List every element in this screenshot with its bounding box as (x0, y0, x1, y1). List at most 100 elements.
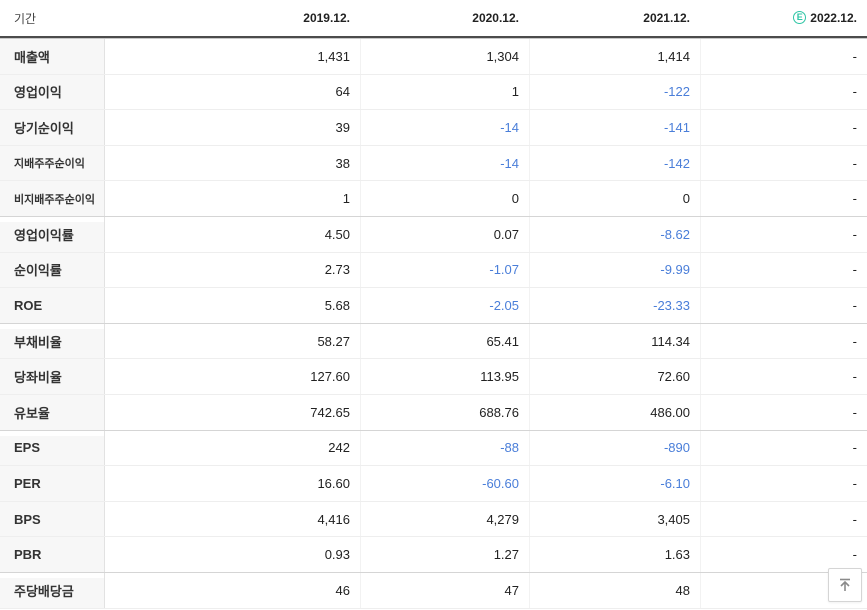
metric-label: 순이익률 (0, 252, 105, 288)
value-cell: 242 (328, 440, 350, 456)
metric-label: 유보율 (0, 394, 105, 430)
value-cell: -14 (360, 145, 529, 181)
value-cell: 0 (529, 181, 700, 216)
value-cell: - (700, 394, 867, 430)
value-cell: -2.05 (360, 288, 529, 323)
year-header-2020: 2020.12. (360, 0, 529, 36)
value-cell: -60.60 (360, 466, 529, 501)
value-cell: 4.50 (324, 226, 350, 242)
metric-label: 부채비율 (0, 323, 105, 359)
value-cell: -14 (360, 110, 529, 145)
value-cell: 46 (335, 582, 350, 598)
table-row: 매출액 1,431 1,304 1,414 - (0, 39, 867, 75)
value-cell: 48 (529, 572, 700, 608)
value-cell: -890 (529, 430, 700, 466)
scroll-to-top-button[interactable] (828, 568, 862, 602)
metric-label: ROE (0, 288, 105, 323)
table-row: 지배주주순이익 38 -14 -142 - (0, 145, 867, 182)
value-cell: 742.65 (310, 404, 350, 420)
value-cell: 127.60 (310, 369, 350, 385)
value-cell: 16.60 (317, 475, 350, 491)
metric-label: 당기순이익 (0, 110, 105, 145)
value-cell: - (700, 501, 867, 537)
value-cell: 4,416 (317, 511, 350, 527)
value-cell: -122 (529, 74, 700, 110)
metric-label: EPS (0, 430, 105, 466)
value-cell: 1 (342, 191, 350, 207)
period-header: 기간 (14, 11, 37, 26)
metric-label: 영업이익률 (0, 216, 105, 252)
table-row: PBR 0.93 1.27 1.63 - (0, 537, 867, 573)
table-row: 순이익률 2.73 -1.07 -9.99 - (0, 252, 867, 289)
value-cell: 114.34 (529, 323, 700, 359)
value-cell: - (700, 252, 867, 288)
value-cell: 688.76 (360, 394, 529, 430)
value-cell: 38 (335, 155, 350, 171)
value-cell: 0.07 (360, 216, 529, 252)
table-row: 부채비율 58.27 65.41 114.34 - (0, 323, 867, 360)
value-cell: -23.33 (529, 288, 700, 323)
value-cell: 5.68 (324, 297, 350, 313)
table-row: 당기순이익 39 -14 -141 - (0, 110, 867, 146)
table-row: PER 16.60 -60.60 -6.10 - (0, 466, 867, 502)
value-cell: 47 (360, 572, 529, 608)
value-cell: 1.27 (360, 537, 529, 572)
value-cell: - (700, 145, 867, 181)
value-cell: -1.07 (360, 252, 529, 288)
value-cell: 1,304 (360, 39, 529, 74)
value-cell: 0 (360, 181, 529, 216)
value-cell: 0.93 (324, 547, 350, 563)
value-cell: -6.10 (529, 466, 700, 501)
value-cell: -141 (529, 110, 700, 145)
value-cell: 39 (335, 119, 350, 135)
metric-label: 지배주주순이익 (0, 145, 105, 181)
value-cell: 64 (335, 84, 350, 100)
year-header-2019: 2019.12. (105, 0, 360, 36)
value-cell: 113.95 (360, 359, 529, 394)
value-cell: 1.63 (529, 537, 700, 572)
metric-label: 당좌비율 (0, 359, 105, 394)
value-cell: - (700, 288, 867, 323)
value-cell: 65.41 (360, 323, 529, 359)
metric-label: 영업이익 (0, 74, 105, 110)
value-cell: 1,431 (317, 48, 350, 64)
value-cell: - (700, 323, 867, 359)
value-cell: 2.73 (324, 262, 350, 278)
value-cell: - (700, 39, 867, 74)
value-cell: - (700, 359, 867, 394)
metric-label: PBR (0, 537, 105, 572)
metric-label: 매출액 (0, 39, 105, 74)
metric-label: 주당배당금 (0, 572, 105, 608)
value-cell: - (700, 537, 867, 572)
metric-label: BPS (0, 501, 105, 537)
table-row: 영업이익 64 1 -122 - (0, 74, 867, 111)
metric-label: PER (0, 466, 105, 501)
metric-label: 비지배주주순이익 (0, 181, 105, 216)
value-cell: - (700, 430, 867, 466)
table-row: 유보율 742.65 688.76 486.00 - (0, 394, 867, 431)
value-cell: -142 (529, 145, 700, 181)
value-cell: -9.99 (529, 252, 700, 288)
year-label: 2020.12. (472, 11, 519, 25)
value-cell: - (700, 466, 867, 501)
value-cell: - (700, 110, 867, 145)
value-cell: -8.62 (529, 216, 700, 252)
value-cell: - (700, 181, 867, 216)
value-cell: 1,414 (529, 39, 700, 74)
value-cell: -88 (360, 430, 529, 466)
value-cell: 1 (360, 74, 529, 110)
value-cell: 58.27 (317, 333, 350, 349)
value-cell: 4,279 (360, 501, 529, 537)
year-label: 2019.12. (303, 11, 350, 25)
table-row: 영업이익률 4.50 0.07 -8.62 - (0, 216, 867, 253)
value-cell: - (700, 216, 867, 252)
table-row: 주당배당금 46 47 48 - (0, 572, 867, 609)
year-label: 2022.12. (810, 11, 857, 25)
value-cell: 486.00 (529, 394, 700, 430)
table-row: EPS 242 -88 -890 - (0, 430, 867, 467)
table-header: 기간 2019.12. 2020.12. 2021.12. E 2022.12. (0, 0, 867, 36)
year-header-2022-estimate: E 2022.12. (700, 0, 867, 36)
table-row: ROE 5.68 -2.05 -23.33 - (0, 288, 867, 324)
year-header-2021: 2021.12. (529, 0, 700, 36)
table-row: 비지배주주순이익 1 0 0 - (0, 181, 867, 217)
